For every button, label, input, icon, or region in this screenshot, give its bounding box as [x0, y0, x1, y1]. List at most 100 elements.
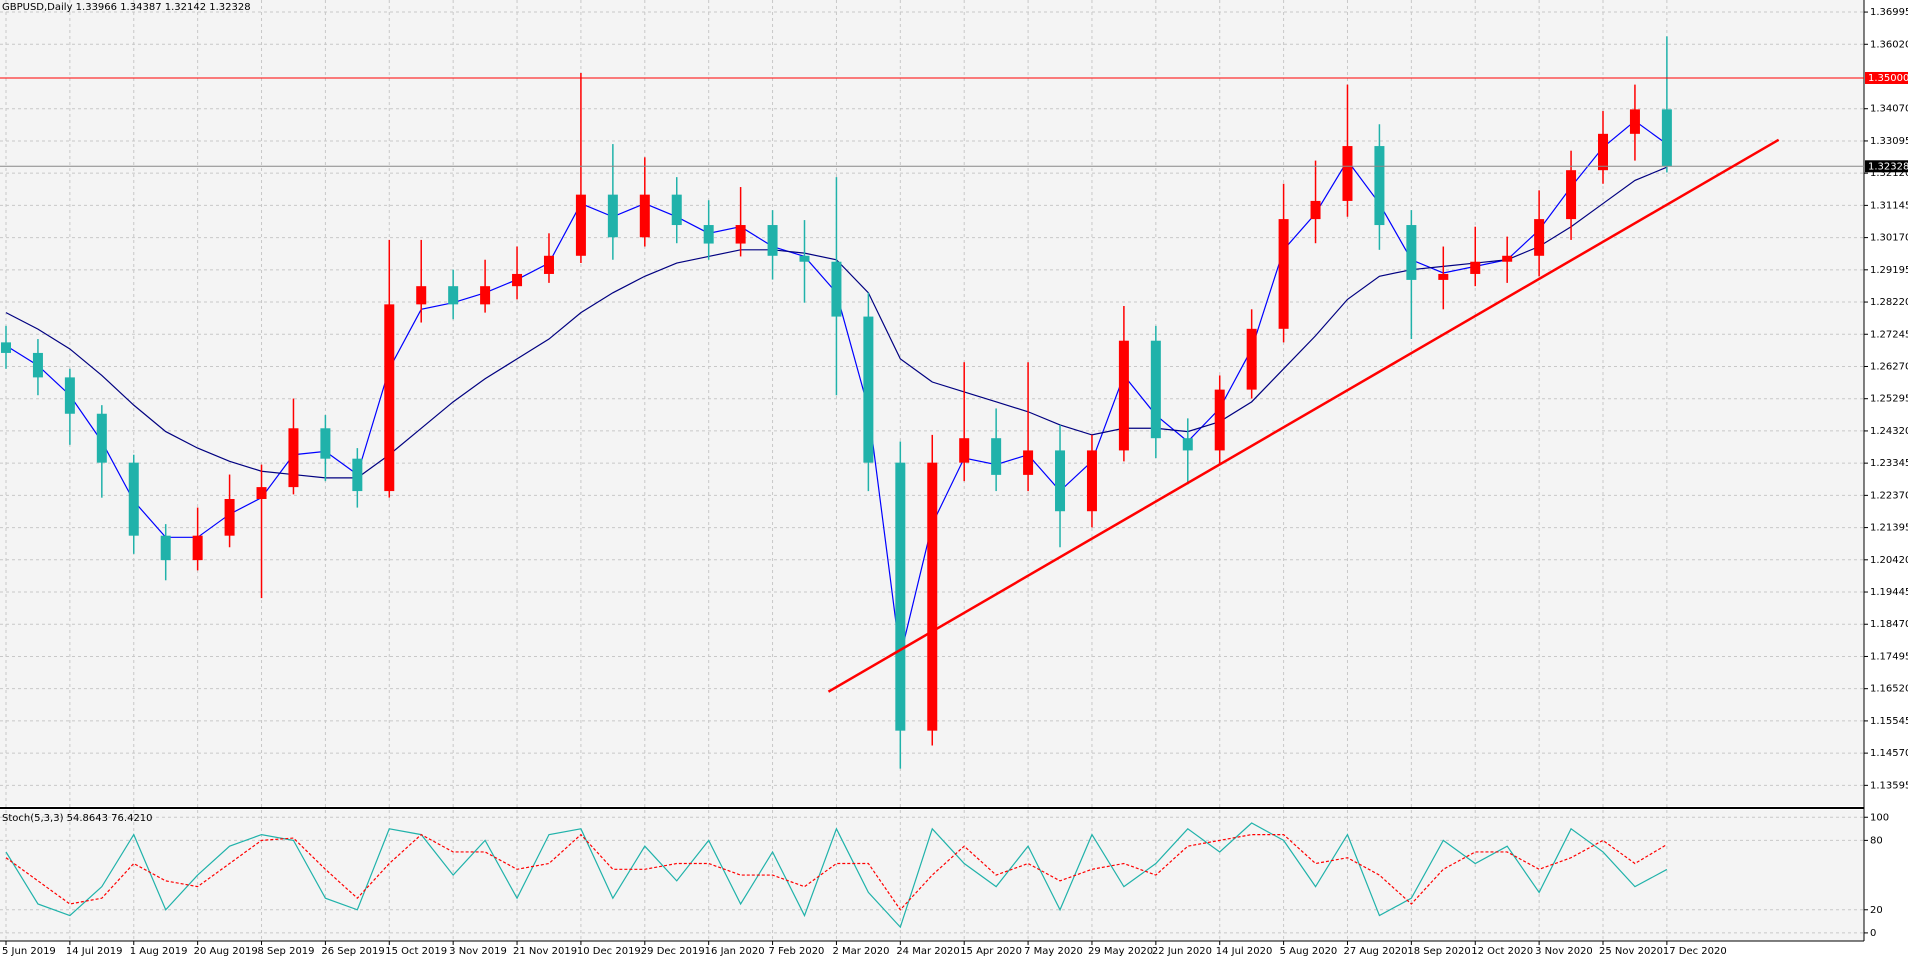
candle-body: [831, 261, 842, 317]
candle-body: [1150, 340, 1161, 439]
x-tick-label: 15 Apr 2020: [960, 946, 1022, 957]
y-tick-label: 80: [1870, 835, 1883, 846]
y-tick-label: 100: [1870, 812, 1889, 823]
x-tick-label: 12 Oct 2020: [1471, 946, 1533, 957]
candle-body: [863, 316, 874, 463]
candle-body: [32, 352, 43, 378]
candle-body: [128, 462, 139, 536]
candle-body: [607, 194, 618, 238]
candle-body: [256, 487, 267, 499]
x-tick-label: 29 May 2020: [1088, 946, 1153, 957]
x-tick-label: 10 Dec 2019: [577, 946, 641, 957]
x-tick-label: 3 Nov 2020: [1535, 946, 1593, 957]
x-tick-label: 24 Mar 2020: [896, 946, 959, 957]
candle-body: [1566, 170, 1577, 220]
candle-body: [1438, 273, 1449, 280]
y-tick-label: 1.24320: [1870, 426, 1908, 437]
candle-body: [512, 273, 523, 287]
candle-body: [1598, 133, 1608, 171]
candle-body: [1342, 146, 1353, 201]
y-tick-label: 1.23345: [1870, 458, 1908, 469]
level-label-box: [1865, 71, 1908, 84]
x-tick-label: 17 Dec 2020: [1663, 946, 1727, 957]
candle-body: [1534, 219, 1545, 256]
candle-body: [991, 438, 1002, 475]
candle-body: [1278, 219, 1289, 329]
y-tick-label: 1.32120: [1870, 168, 1908, 179]
x-tick-label: 14 Jul 2019: [66, 946, 123, 957]
y-tick-label: 1.27245: [1870, 329, 1908, 340]
candle-body: [895, 462, 906, 731]
x-tick-label: 5 Jun 2019: [2, 946, 56, 957]
candle-body: [799, 255, 810, 262]
y-tick-label: 1.22370: [1870, 490, 1908, 501]
indicator-panel: [0, 810, 1864, 941]
y-tick-label: 1.36020: [1870, 39, 1908, 50]
candle-body: [320, 428, 331, 459]
x-tick-label: 21 Nov 2019: [513, 946, 577, 957]
candle-body: [1470, 261, 1481, 274]
y-tick-label: 1.18470: [1870, 619, 1908, 630]
y-tick-label: 20: [1870, 905, 1883, 916]
candle-body: [639, 194, 650, 238]
y-tick-label: 1.21395: [1870, 523, 1908, 534]
candle-body: [288, 428, 299, 488]
indicator-title: Stoch(5,3,3) 54.8643 76.4210: [2, 813, 153, 824]
y-tick-label: 0: [1870, 928, 1876, 939]
x-tick-label: 2 Mar 2020: [832, 946, 889, 957]
x-tick-label: 27 Aug 2020: [1343, 946, 1407, 957]
x-tick-label: 8 Sep 2019: [258, 946, 315, 957]
plot: [0, 36, 1864, 929]
candle-body: [1086, 450, 1097, 512]
y-tick-label: 1.15545: [1870, 716, 1908, 727]
candle-body: [735, 225, 746, 244]
y-tick-label: 1.28220: [1870, 297, 1908, 308]
candle-body: [224, 498, 235, 536]
candle-body: [1, 342, 11, 353]
x-tick-label: 16 Jan 2020: [705, 946, 765, 957]
x-tick-label: 22 Jun 2020: [1152, 946, 1212, 957]
y-tick-label: 1.19445: [1870, 587, 1908, 598]
x-tick-label: 25 Nov 2020: [1599, 946, 1663, 957]
y-tick-label: 1.29195: [1870, 265, 1908, 276]
candle-body: [767, 225, 778, 256]
candle-body: [1055, 450, 1066, 512]
candle-body: [1214, 389, 1225, 451]
y-tick-label: 1.34070: [1870, 104, 1908, 115]
x-tick-label: 14 Jul 2020: [1216, 946, 1273, 957]
x-tick-label: 7 May 2020: [1024, 946, 1083, 957]
x-tick-label: 15 Oct 2019: [385, 946, 447, 957]
candle-body: [448, 286, 459, 305]
candle-body: [959, 438, 970, 463]
candle-body: [1246, 328, 1257, 390]
x-tick-label: 20 Aug 2019: [194, 946, 258, 957]
chart-title: GBPUSD,Daily 1.33966 1.34387 1.32142 1.3…: [2, 2, 251, 13]
candle-body: [192, 535, 203, 561]
candle-body: [671, 194, 682, 226]
y-tick-label: 1.25295: [1870, 394, 1908, 405]
y-tick-label: 1.26270: [1870, 361, 1908, 372]
y-tick-label: 1.17495: [1870, 651, 1908, 662]
candle-body: [1118, 340, 1129, 451]
candle-body: [1182, 438, 1193, 451]
x-tick-label: 26 Sep 2019: [321, 946, 384, 957]
x-tick-label: 29 Dec 2019: [641, 946, 705, 957]
x-tick-label: 18 Sep 2020: [1407, 946, 1470, 957]
candle-body: [160, 535, 171, 561]
x-tick-label: 5 Aug 2020: [1280, 946, 1338, 957]
candle-body: [1502, 255, 1513, 262]
candle-body: [1629, 109, 1640, 134]
candle-body: [927, 462, 938, 731]
candle-body: [352, 458, 363, 492]
candle-body: [575, 194, 586, 256]
candle-body: [64, 377, 75, 414]
candle-body: [1661, 109, 1672, 167]
candle-body: [543, 255, 554, 274]
candle-body: [384, 304, 395, 492]
y-tick-label: 1.36995: [1870, 7, 1908, 18]
y-tick-label: 1.16520: [1870, 684, 1908, 695]
y-tick-label: 1.20420: [1870, 555, 1908, 566]
y-tick-label: 1.30170: [1870, 233, 1908, 244]
price-label-box: [1865, 160, 1908, 173]
